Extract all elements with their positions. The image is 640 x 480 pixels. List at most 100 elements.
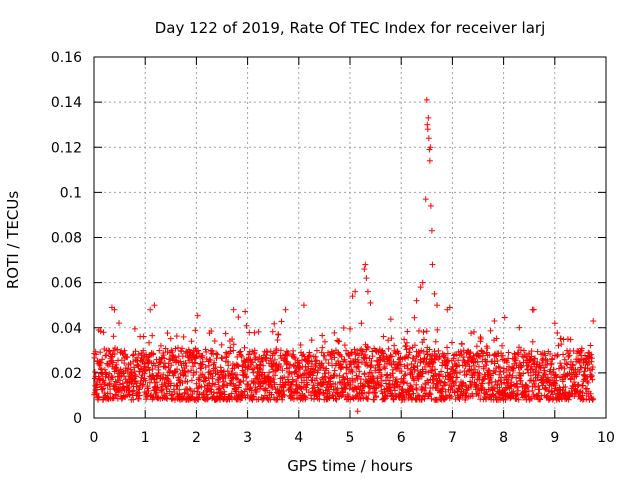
data-point xyxy=(209,373,216,380)
data-point xyxy=(294,357,301,364)
data-point xyxy=(237,378,244,385)
data-point xyxy=(109,374,116,381)
data-point xyxy=(363,275,370,282)
data-point xyxy=(438,368,445,375)
data-point xyxy=(589,364,596,371)
x-tick-label: 8 xyxy=(499,430,508,446)
data-point xyxy=(319,332,326,339)
y-tick-labels: 0 0.02 0.04 0.06 0.08 0.1 0.12 0.14 0.16 xyxy=(51,50,82,427)
data-point xyxy=(425,135,432,142)
data-point xyxy=(382,365,389,372)
data-point xyxy=(344,391,351,398)
data-point xyxy=(314,369,321,376)
data-point xyxy=(267,378,274,385)
data-point xyxy=(463,371,470,378)
data-point xyxy=(380,364,387,371)
data-point xyxy=(273,345,280,352)
data-point xyxy=(156,347,163,354)
data-point xyxy=(428,368,435,375)
data-point xyxy=(349,368,356,375)
data-point xyxy=(503,373,510,380)
data-point xyxy=(184,378,191,385)
data-point xyxy=(356,394,363,401)
data-point xyxy=(127,360,134,367)
data-point xyxy=(420,336,427,343)
data-point xyxy=(280,388,287,395)
data-point xyxy=(432,370,439,377)
data-point xyxy=(504,359,511,366)
data-point xyxy=(557,335,564,342)
data-point xyxy=(241,344,248,351)
data-point xyxy=(282,381,289,388)
data-point xyxy=(385,345,392,352)
data-point xyxy=(401,372,408,379)
data-point xyxy=(500,365,507,372)
data-point xyxy=(251,329,258,336)
data-point xyxy=(515,387,522,394)
data-point xyxy=(269,328,276,335)
data-point xyxy=(498,380,505,387)
data-point xyxy=(234,371,241,378)
data-point xyxy=(402,342,409,349)
data-point xyxy=(377,357,384,364)
data-point xyxy=(577,348,584,355)
data-point xyxy=(142,377,149,384)
data-point xyxy=(349,375,356,382)
axis-ticks xyxy=(93,56,607,419)
data-point xyxy=(309,372,316,379)
data-point xyxy=(232,382,239,389)
data-point xyxy=(429,261,436,268)
data-point xyxy=(266,369,273,376)
data-point xyxy=(340,324,347,331)
data-point xyxy=(156,360,163,367)
data-point xyxy=(135,389,142,396)
data-point xyxy=(112,391,119,398)
data-point xyxy=(513,374,520,381)
data-point xyxy=(345,380,352,387)
data-point xyxy=(169,349,176,356)
data-point xyxy=(109,359,116,366)
x-tick-label: 2 xyxy=(192,430,201,446)
data-point xyxy=(420,329,427,336)
data-point xyxy=(99,386,106,393)
data-point xyxy=(312,353,319,360)
data-point xyxy=(121,360,128,367)
data-point xyxy=(561,356,568,363)
data-point xyxy=(150,350,157,357)
data-point xyxy=(407,382,414,389)
data-point xyxy=(421,363,428,370)
data-point xyxy=(166,368,173,375)
data-point xyxy=(447,370,454,377)
data-point xyxy=(306,357,313,364)
data-point xyxy=(268,391,275,398)
x-tick-label: 9 xyxy=(550,430,559,446)
data-point xyxy=(427,144,434,151)
data-point xyxy=(378,382,385,389)
data-point xyxy=(210,389,217,396)
data-point xyxy=(283,360,290,367)
data-point xyxy=(404,362,411,369)
data-point xyxy=(544,358,551,365)
data-point xyxy=(98,370,105,377)
data-point xyxy=(401,396,408,403)
data-point xyxy=(95,394,102,401)
data-point xyxy=(417,358,424,365)
data-point xyxy=(499,352,506,359)
data-point xyxy=(557,360,564,367)
data-point xyxy=(230,306,237,313)
data-point xyxy=(100,329,107,336)
data-point xyxy=(160,352,167,359)
data-point xyxy=(212,364,219,371)
data-point xyxy=(512,355,519,362)
data-point xyxy=(426,157,433,164)
data-point xyxy=(497,368,504,375)
data-point xyxy=(467,349,474,356)
data-point xyxy=(407,394,414,401)
data-point xyxy=(357,376,364,383)
data-point xyxy=(418,396,425,403)
data-point xyxy=(588,373,595,380)
data-point xyxy=(346,385,353,392)
data-point xyxy=(494,357,501,364)
data-point xyxy=(208,383,215,390)
